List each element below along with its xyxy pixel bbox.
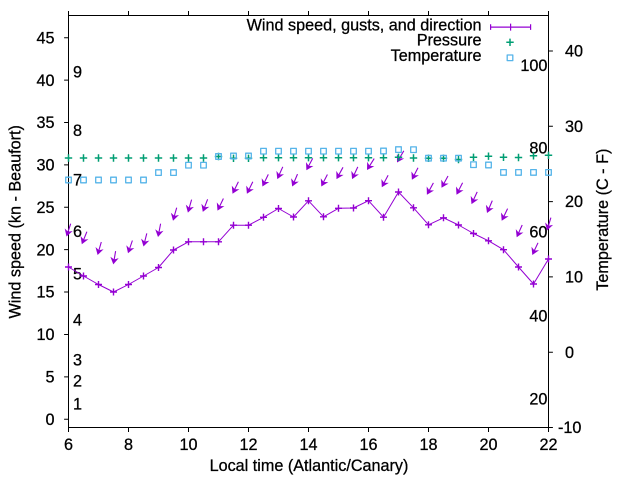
svg-text:45: 45 (36, 29, 54, 47)
svg-text:0: 0 (565, 344, 574, 362)
svg-text:22: 22 (539, 436, 557, 454)
svg-text:5: 5 (73, 266, 82, 284)
svg-text:35: 35 (36, 114, 54, 132)
svg-text:25: 25 (36, 199, 54, 217)
svg-text:Local time (Atlantic/Canary): Local time (Atlantic/Canary) (210, 457, 409, 475)
svg-text:100: 100 (520, 57, 547, 75)
svg-text:30: 30 (565, 118, 583, 136)
svg-text:9: 9 (73, 64, 82, 82)
svg-text:30: 30 (36, 157, 54, 175)
svg-text:10: 10 (36, 326, 54, 344)
svg-text:5: 5 (45, 368, 54, 386)
svg-text:10: 10 (565, 269, 583, 287)
svg-text:3: 3 (73, 352, 82, 370)
svg-text:Wind speed (kn - Beaufort): Wind speed (kn - Beaufort) (7, 125, 25, 318)
svg-text:20: 20 (565, 193, 583, 211)
svg-text:16: 16 (359, 436, 377, 454)
svg-text:7: 7 (73, 172, 82, 190)
svg-text:6: 6 (64, 436, 73, 454)
svg-text:40: 40 (529, 308, 547, 326)
svg-text:4: 4 (73, 312, 82, 330)
svg-text:2: 2 (73, 373, 82, 391)
svg-text:Temperature: Temperature (391, 47, 482, 65)
svg-text:6: 6 (73, 223, 82, 241)
svg-text:20: 20 (529, 391, 547, 409)
svg-text:10: 10 (179, 436, 197, 454)
svg-text:14: 14 (299, 436, 317, 454)
svg-text:1: 1 (73, 396, 82, 414)
svg-text:Temperature (C - F): Temperature (C - F) (594, 149, 612, 291)
svg-text:Wind speed, gusts, and directi: Wind speed, gusts, and direction (247, 16, 482, 34)
svg-text:80: 80 (529, 140, 547, 158)
svg-text:15: 15 (36, 284, 54, 302)
svg-text:20: 20 (36, 241, 54, 259)
svg-text:40: 40 (36, 72, 54, 90)
svg-text:-10: -10 (558, 419, 581, 437)
svg-text:40: 40 (565, 43, 583, 61)
svg-text:12: 12 (239, 436, 257, 454)
svg-text:Pressure: Pressure (417, 32, 482, 50)
svg-text:20: 20 (479, 436, 497, 454)
svg-text:0: 0 (45, 411, 54, 429)
svg-text:60: 60 (529, 224, 547, 242)
svg-text:8: 8 (73, 122, 82, 140)
svg-text:8: 8 (124, 436, 133, 454)
svg-text:18: 18 (419, 436, 437, 454)
